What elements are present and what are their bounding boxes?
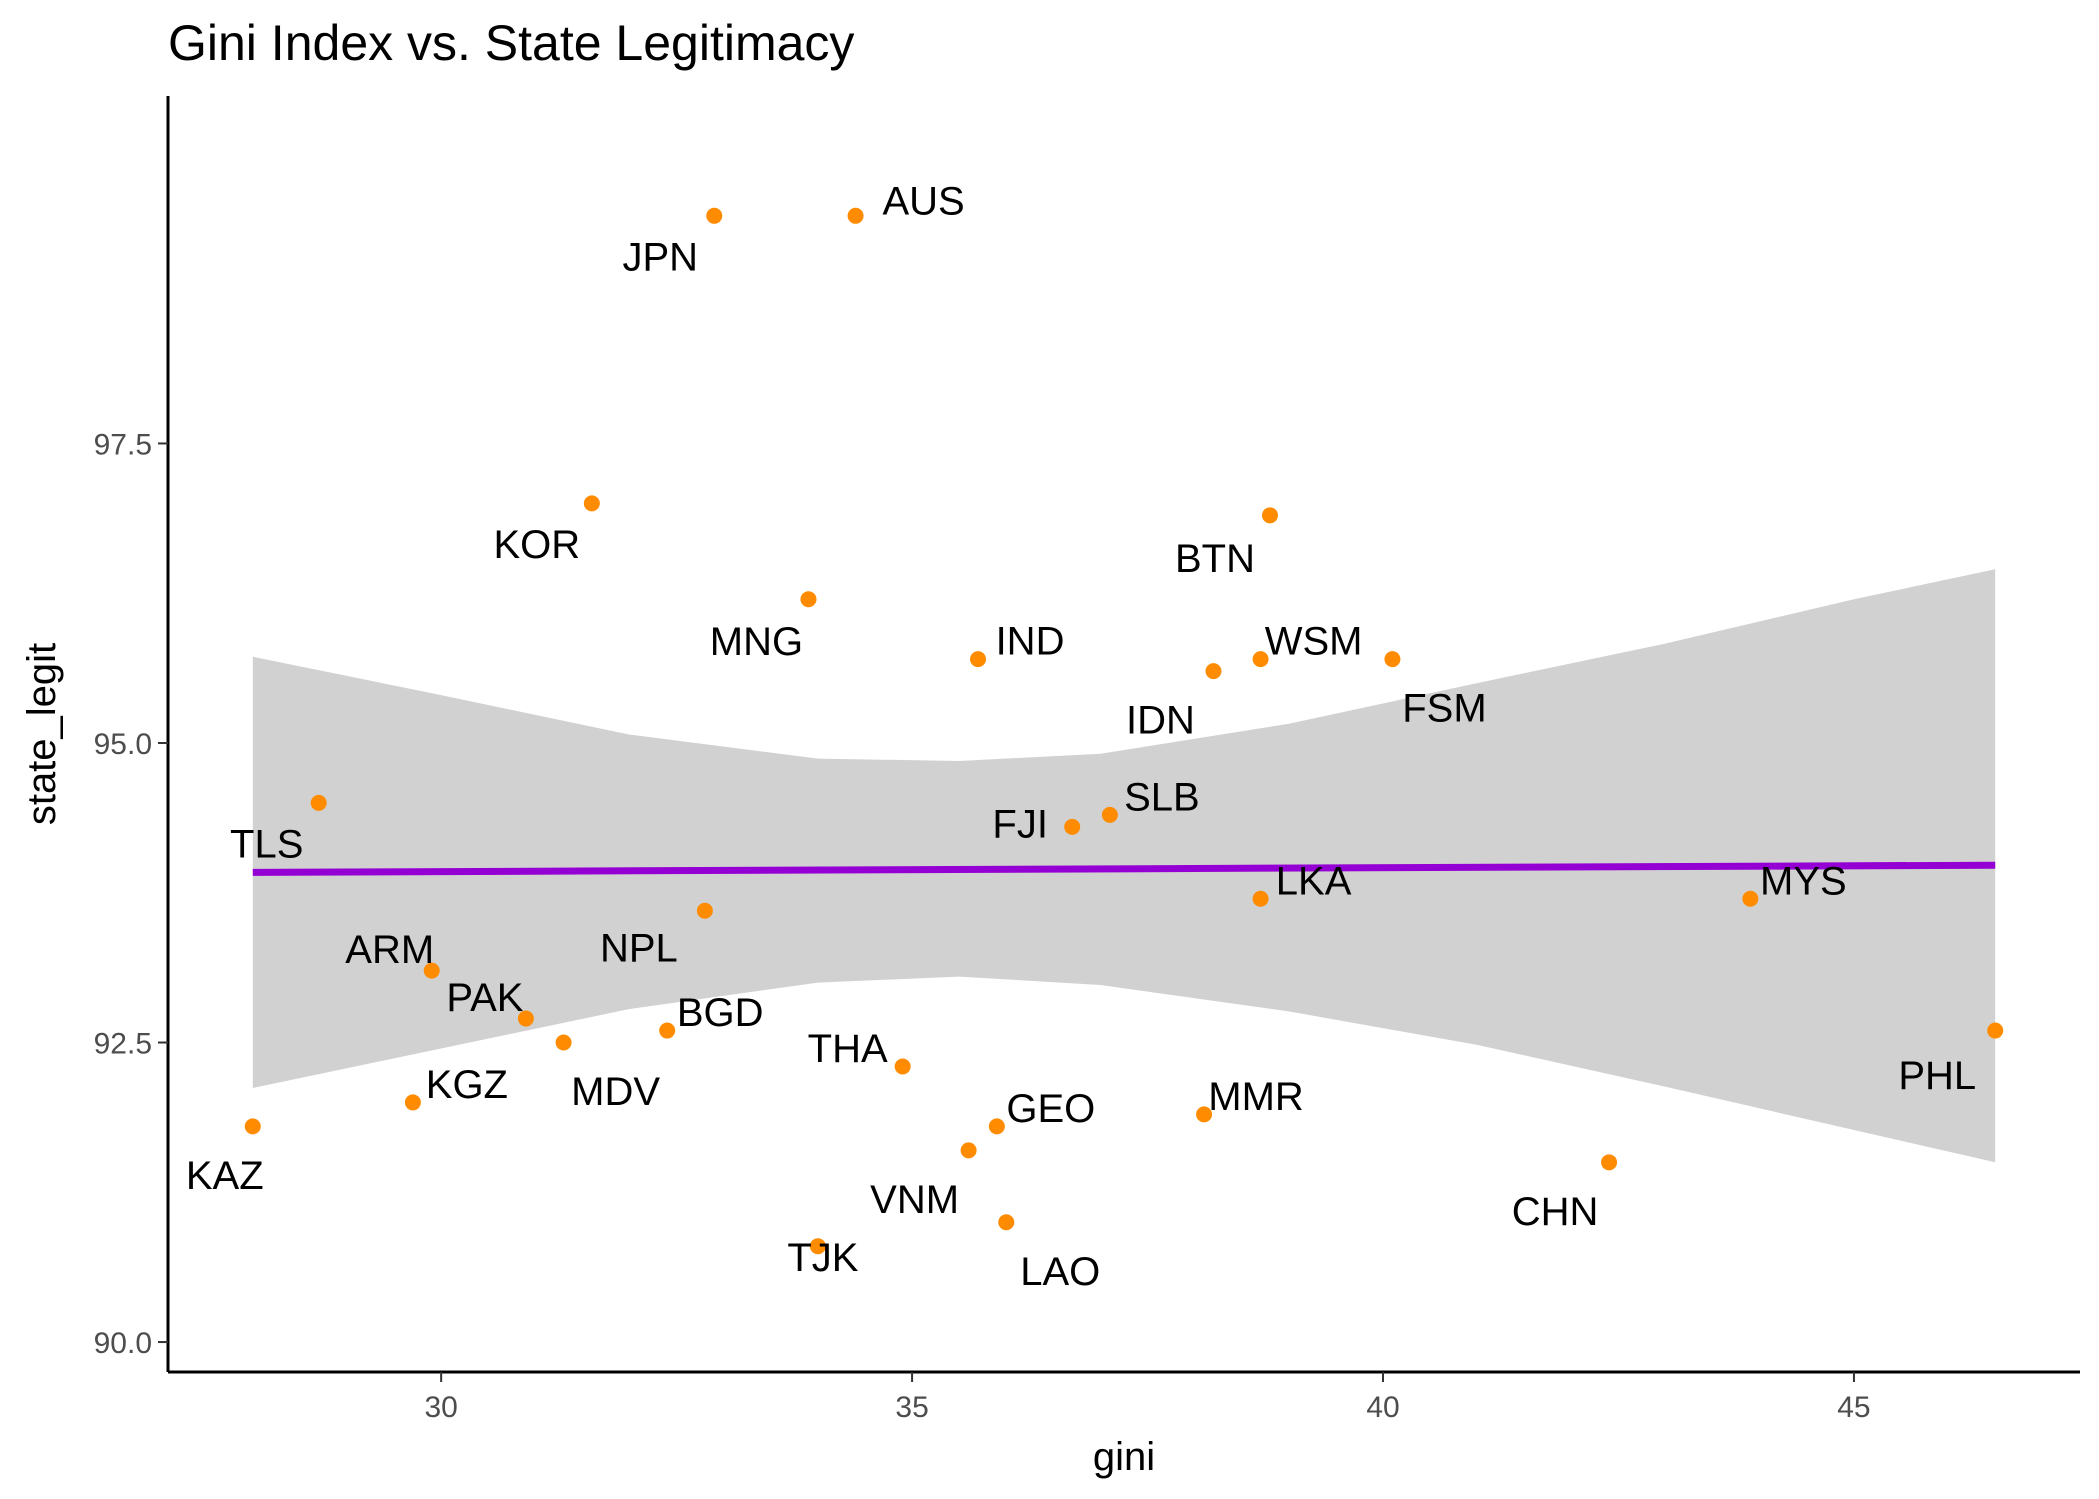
- chart-title: Gini Index vs. State Legitimacy: [168, 15, 854, 71]
- point-label-phl: PHL: [1898, 1054, 1976, 1098]
- points-layer: [244, 207, 2004, 1255]
- data-point-pak: [517, 1010, 534, 1027]
- point-label-slb: SLB: [1124, 775, 1200, 819]
- data-point-slb: [1101, 806, 1118, 823]
- data-point-fji: [1064, 818, 1081, 835]
- data-point-wsm: [1252, 651, 1269, 668]
- point-labels-layer: AUS JPN KOR BTN MNG IND WSM FSM IDN TLS SLB FJI LKA M…: [186, 179, 1976, 1293]
- y-tick-label: 95.0: [94, 728, 152, 761]
- data-point-chn: [1601, 1154, 1618, 1171]
- point-label-jpn: JPN: [622, 235, 698, 279]
- point-label-aus: AUS: [882, 179, 964, 223]
- data-point-phl: [1987, 1022, 2004, 1039]
- data-point-arm: [423, 962, 440, 979]
- data-point-tjk: [809, 1238, 826, 1255]
- point-label-lka: LKA: [1276, 859, 1352, 903]
- data-point-tha: [894, 1058, 911, 1075]
- y-tick-label: 90.0: [94, 1327, 152, 1360]
- data-point-mng: [800, 591, 817, 608]
- data-point-fsm: [1384, 651, 1401, 668]
- data-point-jpn: [706, 207, 723, 224]
- fit-line-layer: [252, 861, 1996, 876]
- data-point-mys: [1742, 890, 1759, 907]
- point-label-mng: MNG: [710, 620, 803, 664]
- point-label-vnm: VNM: [870, 1178, 959, 1222]
- point-label-mdv: MDV: [571, 1070, 660, 1114]
- data-point-aus: [847, 207, 864, 224]
- data-point-lao: [998, 1214, 1015, 1231]
- y-tick-label: 92.5: [94, 1028, 152, 1061]
- x-tick-label: 30: [424, 1391, 457, 1424]
- data-point-geo: [988, 1118, 1005, 1135]
- point-label-btn: BTN: [1175, 537, 1255, 581]
- point-label-ind: IND: [996, 620, 1065, 664]
- x-tick-label: 45: [1837, 1391, 1870, 1424]
- point-label-tjk: TJK: [787, 1236, 858, 1280]
- data-point-idn: [1205, 663, 1222, 680]
- point-label-bgd: BGD: [677, 991, 764, 1035]
- x-tick-label: 35: [895, 1391, 928, 1424]
- data-point-mdv: [555, 1034, 572, 1051]
- point-label-kgz: KGZ: [426, 1063, 508, 1107]
- point-label-pak: PAK: [446, 976, 523, 1020]
- point-label-arm: ARM: [345, 928, 434, 972]
- point-label-npl: NPL: [600, 926, 678, 970]
- point-label-tls: TLS: [230, 822, 303, 866]
- point-label-mys: MYS: [1760, 859, 1847, 903]
- point-label-fsm: FSM: [1402, 687, 1486, 731]
- data-point-mmr: [1196, 1106, 1213, 1123]
- data-point-vnm: [960, 1142, 977, 1159]
- data-point-lka: [1252, 890, 1269, 907]
- data-point-ind: [970, 651, 987, 668]
- point-label-idn: IDN: [1126, 699, 1195, 743]
- data-point-npl: [696, 902, 713, 919]
- point-label-kaz: KAZ: [186, 1154, 264, 1198]
- x-axis-ticks: 30 35 40 45: [424, 1372, 1871, 1424]
- point-label-kor: KOR: [493, 523, 580, 567]
- y-axis-ticks: 90.0 92.5 95.0 97.5: [94, 428, 168, 1360]
- point-label-fji: FJI: [992, 802, 1048, 846]
- data-point-kgz: [404, 1094, 421, 1111]
- data-point-tls: [310, 794, 327, 811]
- point-label-tha: THA: [808, 1027, 888, 1071]
- point-label-lao: LAO: [1020, 1250, 1100, 1294]
- x-tick-label: 40: [1366, 1391, 1399, 1424]
- y-tick-label: 97.5: [94, 428, 152, 461]
- point-label-mmr: MMR: [1208, 1075, 1304, 1119]
- point-label-wsm: WSM: [1265, 620, 1363, 664]
- regression-line: [252, 861, 1996, 876]
- x-axis-title: gini: [1093, 1435, 1155, 1479]
- data-point-bgd: [659, 1022, 676, 1039]
- data-point-kaz: [244, 1118, 261, 1135]
- y-axis-title: state_legit: [20, 643, 64, 825]
- data-point-kor: [583, 495, 600, 512]
- point-label-geo: GEO: [1006, 1087, 1095, 1131]
- data-point-btn: [1261, 507, 1278, 524]
- point-label-chn: CHN: [1512, 1190, 1599, 1234]
